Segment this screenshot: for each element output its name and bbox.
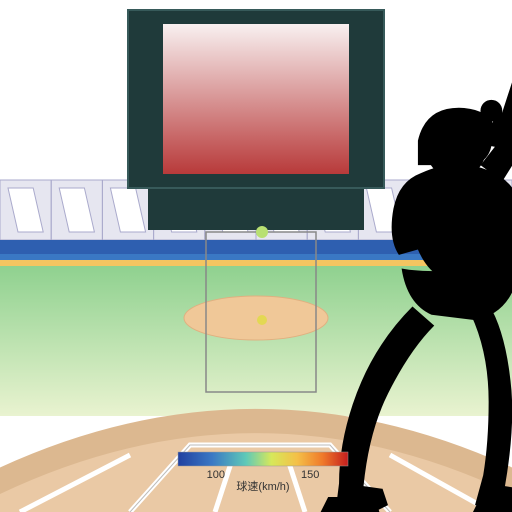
legend-tick: 100 [207, 469, 225, 481]
pitch-marker [256, 226, 268, 238]
legend-tick: 150 [301, 469, 319, 481]
infield-dirt [0, 421, 512, 512]
legend-label: 球速(km/h) [236, 479, 289, 493]
pitch-marker [257, 315, 267, 325]
speed-legend-bar [178, 452, 348, 466]
pitch-location-diagram: 100 150 球速(km/h) [0, 0, 512, 512]
scoreboard-screen [163, 24, 349, 174]
